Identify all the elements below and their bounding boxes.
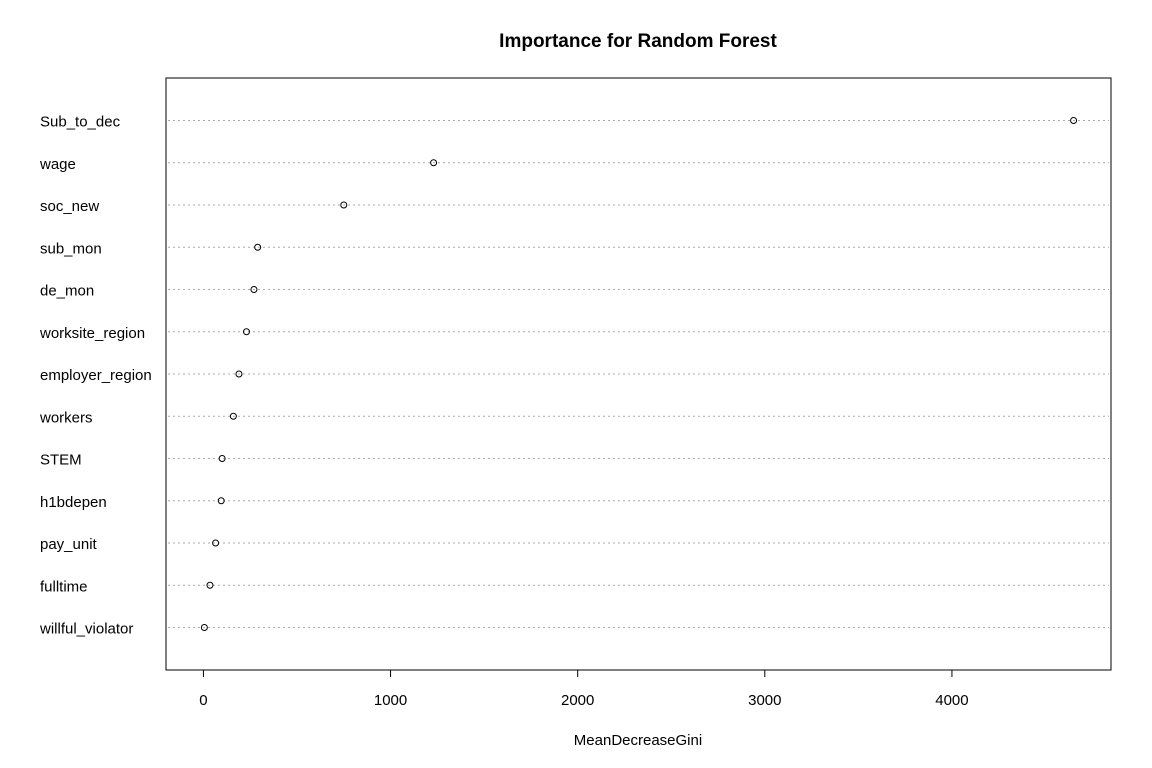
y-label: worksite_region (39, 325, 145, 342)
y-label: h1bdepen (40, 494, 107, 511)
y-label: sub_mon (40, 240, 102, 257)
grid-lines (168, 120, 1109, 628)
data-point (212, 539, 220, 547)
data-point (235, 370, 243, 378)
y-label: fulltime (40, 578, 88, 595)
data-points (200, 117, 1078, 631)
data-point (218, 455, 226, 462)
data-point (254, 243, 262, 251)
y-label: STEM (40, 452, 82, 469)
data-point (340, 201, 348, 209)
y-label: wage (39, 156, 76, 173)
chart-title: Importance for Random Forest (499, 31, 777, 52)
data-point (1070, 117, 1078, 124)
y-label: de_mon (40, 283, 94, 300)
data-point (206, 581, 214, 589)
x-axis-label: MeanDecreaseGini (574, 732, 702, 749)
data-point (229, 412, 237, 420)
x-tick-label: 0 (199, 692, 207, 709)
y-label: workers (39, 409, 93, 426)
data-point (430, 159, 438, 167)
data-point (217, 497, 225, 505)
x-tick-label: 4000 (935, 692, 968, 709)
x-tick-label: 3000 (748, 692, 781, 709)
y-label: employer_region (40, 367, 152, 384)
x-axis: 0 1000 2000 3000 4000 (199, 669, 969, 709)
y-label: pay_unit (40, 536, 98, 553)
y-label: Sub_to_dec (40, 114, 121, 131)
data-point (242, 328, 250, 336)
data-point (200, 624, 208, 631)
y-label: soc_new (40, 198, 99, 215)
data-point (250, 286, 258, 293)
y-label: willful_violator (39, 621, 133, 638)
x-tick-label: 1000 (374, 692, 407, 709)
x-tick-label: 2000 (561, 692, 594, 709)
